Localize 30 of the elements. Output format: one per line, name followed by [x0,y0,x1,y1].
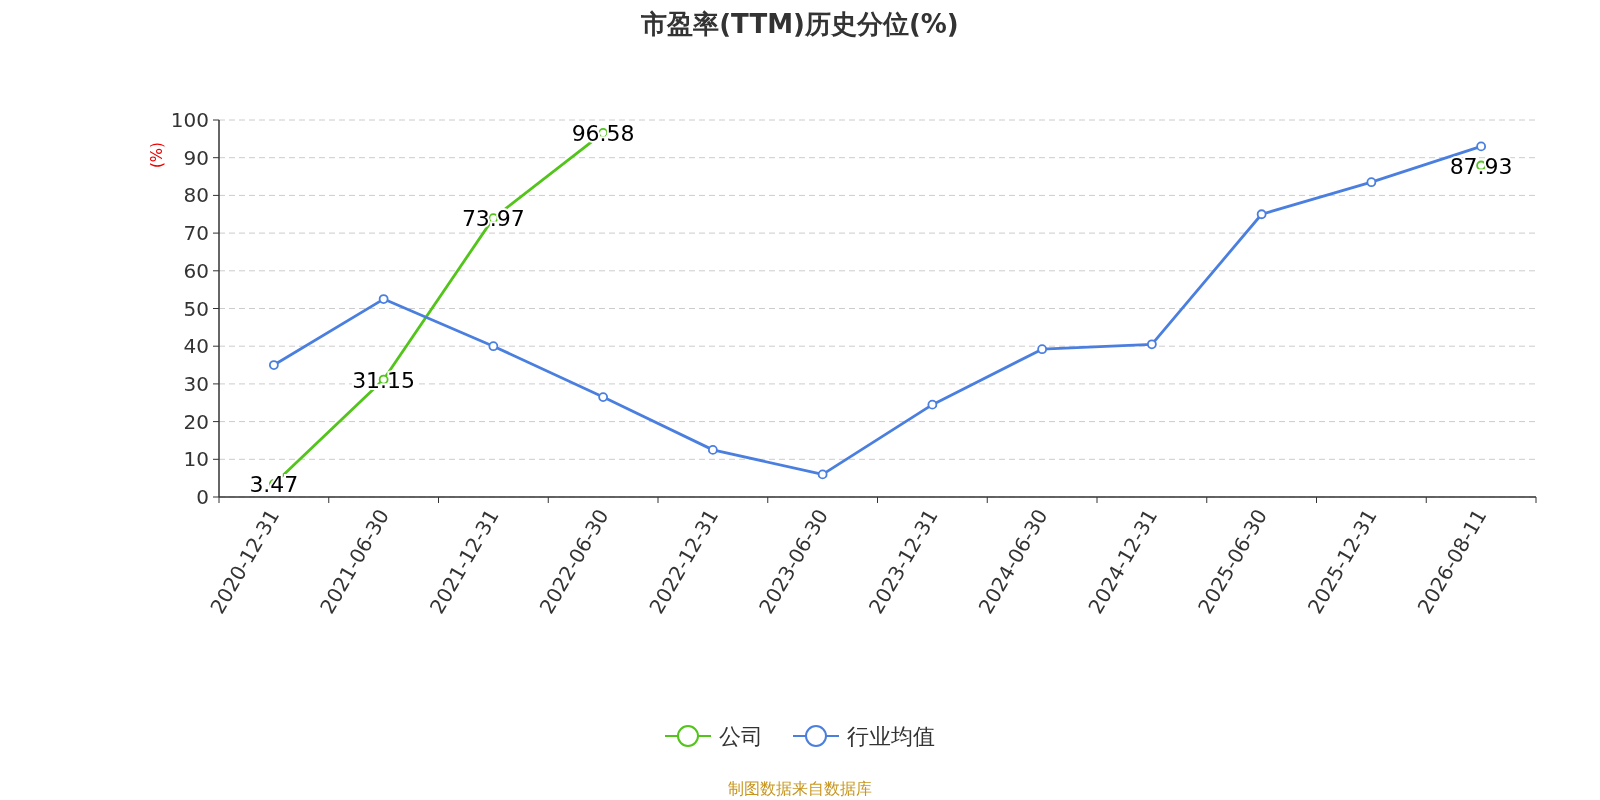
point [598,392,609,402]
data-label: 87.93 [1449,153,1513,179]
y-tick-label: 40 [183,334,209,359]
point [927,399,938,410]
y-axis-title: (%) [148,142,166,168]
point [1366,177,1377,188]
point [488,341,499,352]
y-tick-label: 90 [183,145,209,170]
point [1476,141,1487,152]
y-tick-label: 0 [196,485,209,509]
y-tick-label: 70 [183,221,209,246]
y-tick-label: 30 [183,371,209,396]
point [1037,344,1048,355]
point [707,444,718,455]
text: 制图数据来自数据库 [728,779,872,798]
data-label: 3.47 [249,471,299,497]
y-tick-label: 10 [183,447,209,472]
legend-label: 行业均值 [847,724,935,749]
point [378,294,389,304]
point [1256,209,1267,220]
legend-label: 公司 [719,724,763,749]
y-tick-label: 60 [183,258,209,283]
y-tick-label: 100 [170,108,209,132]
point [817,469,828,480]
y-tick-label: 50 [183,296,209,321]
y-tick-label: 80 [183,183,209,208]
y-tick-label: 20 [183,409,209,434]
point [268,360,279,370]
chart-title: 市盈率(TTM)历史分位(%) [640,9,959,39]
point [1146,339,1157,350]
